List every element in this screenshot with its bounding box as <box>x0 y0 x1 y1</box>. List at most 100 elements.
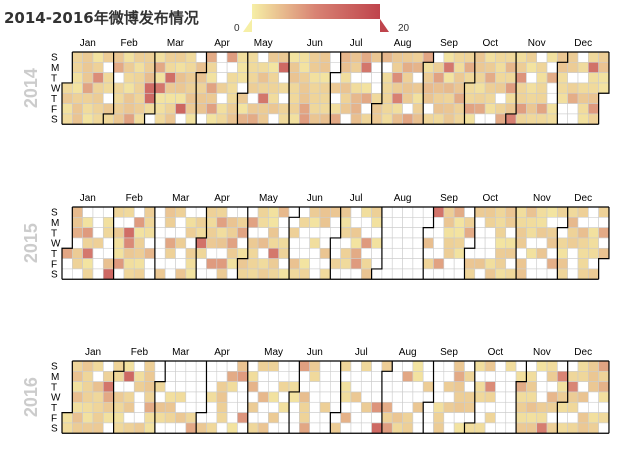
day-cell[interactable] <box>464 268 476 280</box>
day-cell[interactable] <box>237 237 249 249</box>
day-cell[interactable] <box>299 237 310 249</box>
day-cell[interactable] <box>226 258 238 270</box>
day-cell[interactable] <box>206 62 218 73</box>
day-cell[interactable] <box>402 258 414 270</box>
day-cell[interactable] <box>216 62 228 73</box>
day-cell[interactable] <box>391 237 403 249</box>
day-cell[interactable] <box>92 72 104 84</box>
day-cell[interactable] <box>154 237 166 249</box>
day-cell[interactable] <box>72 391 83 403</box>
day-cell[interactable] <box>175 206 187 218</box>
day-cell[interactable] <box>278 227 290 239</box>
day-cell[interactable] <box>102 113 114 125</box>
day-cell[interactable] <box>257 371 269 382</box>
day-cell[interactable] <box>495 371 507 382</box>
day-cell[interactable] <box>226 268 238 280</box>
day-cell[interactable] <box>82 103 94 115</box>
day-cell[interactable] <box>443 217 455 228</box>
day-cell[interactable] <box>422 227 434 239</box>
day-cell[interactable] <box>113 227 125 239</box>
day-cell[interactable] <box>526 391 538 403</box>
day-cell[interactable] <box>360 371 372 382</box>
day-cell[interactable] <box>422 401 434 413</box>
day-cell[interactable] <box>495 401 507 413</box>
day-cell[interactable] <box>175 371 187 382</box>
day-cell[interactable] <box>515 237 527 249</box>
day-cell[interactable] <box>154 92 166 104</box>
day-cell[interactable] <box>278 360 290 372</box>
day-cell[interactable] <box>175 360 187 372</box>
day-cell[interactable] <box>536 62 548 73</box>
day-cell[interactable] <box>206 381 218 393</box>
day-cell[interactable] <box>433 401 445 413</box>
day-cell[interactable] <box>588 237 599 249</box>
day-cell[interactable] <box>226 51 238 63</box>
day-cell[interactable] <box>92 92 104 104</box>
day-cell[interactable] <box>526 62 538 73</box>
day-cell[interactable] <box>206 92 218 104</box>
day-cell[interactable] <box>371 412 383 424</box>
day-cell[interactable] <box>278 268 290 280</box>
day-cell[interactable] <box>433 247 445 259</box>
day-cell[interactable] <box>453 422 465 434</box>
day-cell[interactable] <box>164 360 176 372</box>
day-cell[interactable] <box>216 217 228 228</box>
day-cell[interactable] <box>288 103 300 115</box>
day-cell[interactable] <box>92 103 104 115</box>
day-cell[interactable] <box>206 391 218 403</box>
day-cell[interactable] <box>567 82 579 94</box>
day-cell[interactable] <box>206 103 218 115</box>
day-cell[interactable] <box>557 247 568 259</box>
day-cell[interactable] <box>123 62 135 73</box>
day-cell[interactable] <box>360 237 372 249</box>
day-cell[interactable] <box>484 381 496 393</box>
day-cell[interactable] <box>330 247 341 259</box>
day-cell[interactable] <box>371 247 383 259</box>
day-cell[interactable] <box>567 227 579 239</box>
day-cell[interactable] <box>268 62 280 73</box>
day-cell[interactable] <box>474 422 486 434</box>
day-cell[interactable] <box>526 268 538 280</box>
day-cell[interactable] <box>577 72 589 84</box>
day-cell[interactable] <box>567 92 579 104</box>
day-cell[interactable] <box>598 206 610 218</box>
day-cell[interactable] <box>154 62 166 73</box>
day-cell[interactable] <box>588 371 599 382</box>
day-cell[interactable] <box>92 391 104 403</box>
day-cell[interactable] <box>164 92 176 104</box>
day-cell[interactable] <box>577 217 589 228</box>
day-cell[interactable] <box>278 247 290 259</box>
day-cell[interactable] <box>268 92 280 104</box>
day-cell[interactable] <box>505 381 517 393</box>
day-cell[interactable] <box>164 268 176 280</box>
day-cell[interactable] <box>309 247 321 259</box>
day-cell[interactable] <box>123 92 135 104</box>
day-cell[interactable] <box>82 72 94 84</box>
day-cell[interactable] <box>443 381 455 393</box>
day-cell[interactable] <box>175 401 187 413</box>
day-cell[interactable] <box>299 113 310 125</box>
day-cell[interactable] <box>422 72 434 84</box>
day-cell[interactable] <box>557 92 568 104</box>
day-cell[interactable] <box>557 62 568 73</box>
day-cell[interactable] <box>61 258 73 270</box>
day-cell[interactable] <box>102 422 114 434</box>
day-cell[interactable] <box>474 92 486 104</box>
day-cell[interactable] <box>257 391 269 403</box>
day-cell[interactable] <box>443 72 455 84</box>
day-cell[interactable] <box>433 217 445 228</box>
day-cell[interactable] <box>402 51 414 63</box>
day-cell[interactable] <box>381 360 393 372</box>
day-cell[interactable] <box>123 401 135 413</box>
day-cell[interactable] <box>309 268 321 280</box>
day-cell[interactable] <box>82 62 94 73</box>
day-cell[interactable] <box>92 371 104 382</box>
day-cell[interactable] <box>72 217 83 228</box>
day-cell[interactable] <box>154 360 166 372</box>
day-cell[interactable] <box>257 381 269 393</box>
day-cell[interactable] <box>319 92 331 104</box>
day-cell[interactable] <box>216 92 228 104</box>
day-cell[interactable] <box>381 227 393 239</box>
day-cell[interactable] <box>577 422 589 434</box>
day-cell[interactable] <box>443 258 455 270</box>
